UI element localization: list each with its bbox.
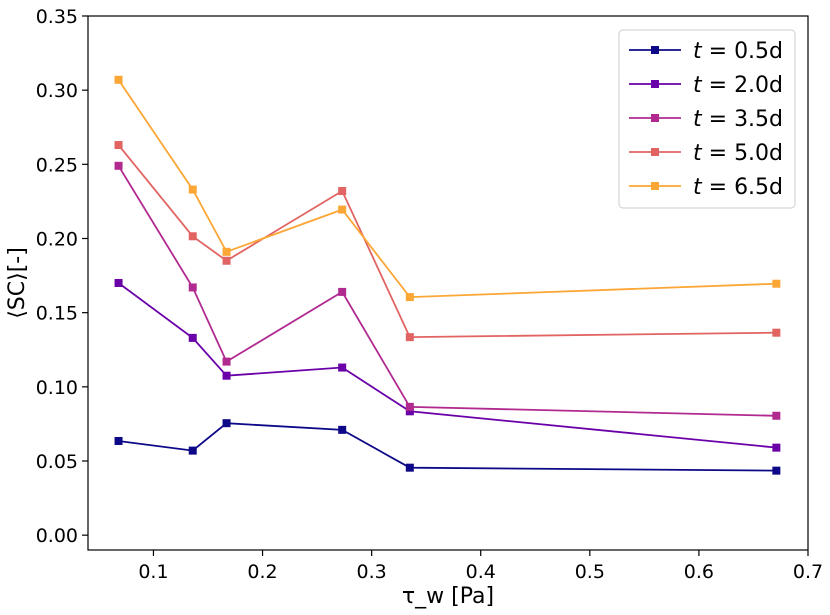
legend-marker <box>651 182 659 190</box>
x-tick-label: 0.4 <box>466 561 496 583</box>
x-tick-label: 0.1 <box>138 561 168 583</box>
legend-marker <box>651 46 659 54</box>
data-point <box>188 446 197 455</box>
data-point <box>188 185 197 194</box>
series-line-3 <box>117 144 777 339</box>
plot-marks <box>114 75 781 475</box>
data-point <box>114 436 123 445</box>
y-tick-label: 0.20 <box>36 229 78 251</box>
data-point <box>222 371 231 380</box>
series-line-2 <box>117 165 777 417</box>
data-point <box>338 287 347 296</box>
x-axis: 0.1 0.2 0.3 0.4 0.5 0.6 0.7 <box>138 550 823 583</box>
data-point <box>405 402 414 411</box>
data-point <box>772 411 781 420</box>
legend-marker <box>651 114 659 122</box>
data-point <box>772 279 781 288</box>
y-tick-label: 0.15 <box>36 303 78 325</box>
data-point <box>114 161 123 170</box>
x-axis-label: τ_w [Pa] <box>402 584 494 609</box>
legend-marker <box>651 148 659 156</box>
legend-box <box>618 29 796 209</box>
y-tick-label: 0.30 <box>36 80 78 102</box>
data-point <box>405 333 414 342</box>
series-line-0 <box>118 422 777 472</box>
data-point <box>338 363 347 372</box>
legend-label: t = 0.5d <box>693 39 783 64</box>
data-point <box>222 357 231 366</box>
data-point <box>772 466 781 475</box>
data-point <box>188 232 197 241</box>
data-point <box>114 141 123 150</box>
data-point <box>338 187 347 196</box>
series-line-4 <box>117 79 777 299</box>
legend-label: t = 5.0d <box>693 141 783 166</box>
plot-frame <box>87 15 809 551</box>
legend-marker <box>651 80 659 88</box>
x-tick-label: 0.2 <box>247 561 277 583</box>
data-point <box>338 425 347 434</box>
data-point <box>188 283 197 292</box>
x-tick-label: 0.5 <box>575 561 605 583</box>
y-tick-label: 0.10 <box>36 377 78 399</box>
data-point <box>188 333 197 342</box>
data-point <box>405 407 414 416</box>
y-tick-label: 0.35 <box>36 6 78 28</box>
legend-label: t = 3.5d <box>693 107 783 132</box>
x-tick-label: 0.7 <box>793 561 823 583</box>
data-point <box>772 443 781 452</box>
x-tick-label: 0.6 <box>684 561 714 583</box>
legend-label: t = 6.5d <box>693 175 783 200</box>
data-point <box>222 419 231 428</box>
y-tick-label: 0.05 <box>36 451 78 473</box>
data-point <box>405 293 414 302</box>
x-tick-label: 0.3 <box>357 561 387 583</box>
data-point <box>772 328 781 337</box>
legend: t = 0.5d t = 2.0d t = 3.5d t = 5.0d t = 6.5d <box>618 29 796 209</box>
y-tick-label: 0.25 <box>36 154 78 176</box>
y-axis: 0.00 0.05 0.10 0.15 0.20 0.25 0.30 0.35 <box>36 6 88 547</box>
data-point <box>338 205 347 214</box>
data-point <box>114 279 123 287</box>
y-tick-label: 0.00 <box>36 525 78 547</box>
y-axis-label: ⟨SC⟩[-] <box>5 247 30 319</box>
legend-label: t = 2.0d <box>693 73 783 98</box>
series-line-1 <box>117 282 777 449</box>
data-point <box>114 75 123 84</box>
data-point <box>405 463 414 472</box>
data-point <box>222 247 231 256</box>
data-point <box>222 256 231 265</box>
